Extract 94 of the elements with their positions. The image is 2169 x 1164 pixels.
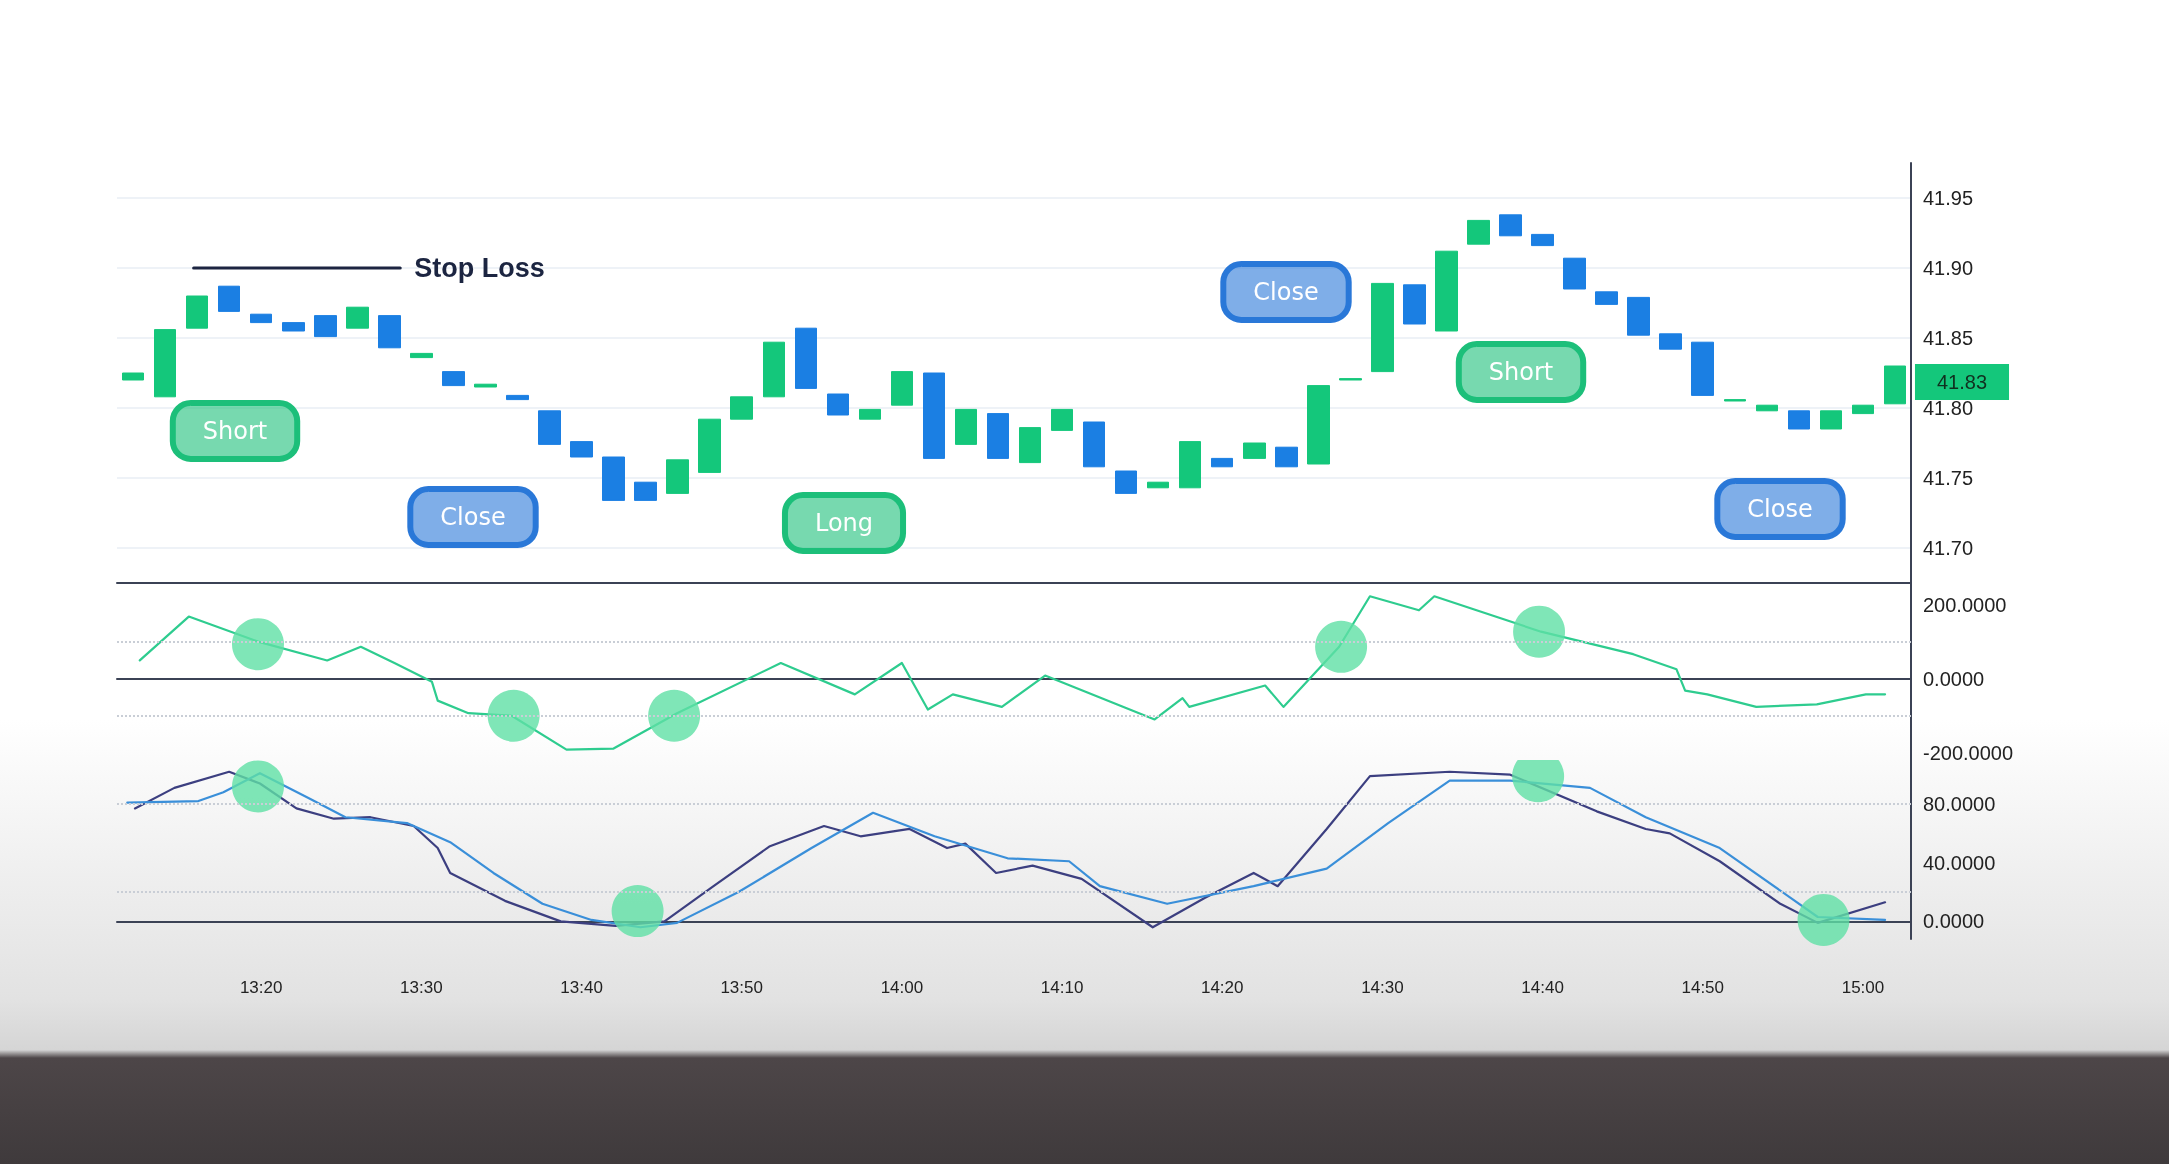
candlestick <box>1019 427 1041 464</box>
candlestick <box>730 396 753 420</box>
annotation: Close <box>1747 495 1813 523</box>
x-tick-label: 14:00 <box>880 978 924 997</box>
candlestick <box>891 371 913 406</box>
candlestick <box>666 459 689 494</box>
x-tick-label: 15:00 <box>1841 978 1885 997</box>
candlestick <box>634 481 657 501</box>
candlestick <box>1275 446 1298 468</box>
candlestick <box>346 306 369 329</box>
annotation: Close <box>1253 278 1319 306</box>
point <box>487 689 540 742</box>
series-label: Stop Loss <box>414 253 545 283</box>
point <box>1797 893 1850 946</box>
point <box>1315 620 1368 673</box>
text: 41.83 <box>1936 371 1988 393</box>
candlestick <box>1051 408 1073 431</box>
candlestick <box>282 322 305 332</box>
point <box>611 885 664 938</box>
candlestick <box>987 413 1009 459</box>
candlestick <box>570 441 593 458</box>
candlestick <box>1884 365 1906 405</box>
point <box>232 618 284 671</box>
candlestick <box>122 372 144 381</box>
candlestick <box>538 410 561 445</box>
x-tick-label: 13:30 <box>400 978 443 997</box>
y-tick-label: 41.80 <box>1923 397 1974 419</box>
candlestick <box>218 285 240 312</box>
candlestick <box>955 408 977 445</box>
candlestick <box>1147 481 1169 489</box>
candlestick <box>1179 441 1201 489</box>
point <box>648 689 701 742</box>
candlestick <box>186 295 208 329</box>
candlestick <box>602 456 625 501</box>
candlestick <box>474 383 497 388</box>
candlestick <box>1467 219 1490 245</box>
x-tick-label: 13:40 <box>560 978 603 997</box>
candlestick <box>1691 341 1714 396</box>
candlestick <box>1339 378 1362 381</box>
x-tick-label: 14:10 <box>1040 978 1084 997</box>
candlestick <box>314 315 337 338</box>
x-tick-label: 13:50 <box>720 978 763 997</box>
y-tick-label: 40.0000 <box>1923 851 1996 874</box>
candlestick <box>1756 404 1778 412</box>
x-tick-label: 14:40 <box>1521 978 1564 997</box>
y-tick-label: 0.0000 <box>1923 667 1985 690</box>
candlestick <box>506 394 529 401</box>
candlestick <box>1371 282 1394 373</box>
candlestick <box>923 372 945 459</box>
candlestick <box>1563 257 1586 290</box>
y-tick-label: 41.95 <box>1923 187 1974 209</box>
candlestick <box>1627 296 1650 336</box>
point <box>1513 605 1566 658</box>
candlestick <box>1499 214 1522 237</box>
candlestick <box>154 329 176 398</box>
annotation: Short <box>1488 358 1554 386</box>
candlestick <box>410 352 433 359</box>
candlestick <box>1852 404 1874 415</box>
y-tick-label: 41.85 <box>1923 327 1974 349</box>
y-tick-label: 41.70 <box>1923 537 1974 559</box>
candlestick <box>250 313 272 324</box>
y-tick-label: 41.90 <box>1923 257 1974 279</box>
annotation: Long <box>814 509 874 537</box>
candlestick <box>1083 421 1105 468</box>
candlestick <box>1115 470 1137 494</box>
annotation: Close <box>440 503 506 531</box>
y-tick-label: 41.75 <box>1923 467 1974 489</box>
candlestick <box>1307 385 1330 465</box>
x-tick-label: 13:20 <box>239 978 283 997</box>
candlestick <box>1435 250 1458 332</box>
candlestick <box>378 315 401 349</box>
candlestick <box>1531 233 1554 247</box>
y-tick-label: 80.0000 <box>1923 793 1996 816</box>
candlestick <box>859 408 881 420</box>
candlestick <box>1820 410 1842 430</box>
candlestick <box>827 393 849 416</box>
candlestick <box>1724 399 1746 402</box>
candlestick <box>698 418 721 473</box>
x-tick-label: 14:20 <box>1200 978 1244 997</box>
candlestick <box>795 327 817 389</box>
candlestick <box>1659 333 1682 350</box>
candlestick <box>1211 457 1233 468</box>
candlestick <box>763 341 785 398</box>
candlestick <box>1595 291 1618 305</box>
annotation: Short <box>202 417 268 445</box>
candlestick <box>1243 442 1266 459</box>
candlestick <box>442 371 465 387</box>
x-tick-label: 14:50 <box>1681 978 1725 997</box>
x-tick-label: 14:30 <box>1361 978 1404 997</box>
y-tick-label: -200.0000 <box>1923 741 2014 764</box>
candlestick <box>1788 410 1810 430</box>
y-tick-label: 0.0000 <box>1923 910 1985 933</box>
y-tick-label: 200.0000 <box>1923 594 2007 617</box>
candlestick <box>1403 284 1426 325</box>
